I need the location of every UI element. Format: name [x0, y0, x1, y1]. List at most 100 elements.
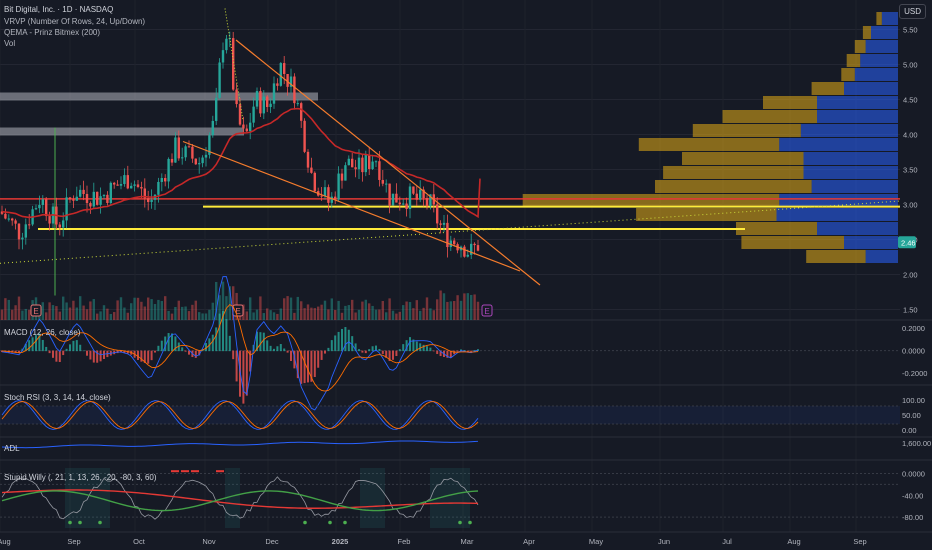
- pane-tick: -40.00: [902, 491, 923, 500]
- macd-histogram-bar: [300, 350, 303, 384]
- macd-histogram-bar: [354, 343, 357, 352]
- macd-histogram-bar: [327, 347, 330, 352]
- volume-bar: [374, 309, 378, 320]
- macd-histogram-bar: [177, 342, 180, 352]
- vrvp-up-bar: [860, 54, 898, 67]
- candle: [374, 161, 378, 163]
- macd-histogram-bar: [426, 346, 428, 352]
- pane-tick: 0.2000: [902, 324, 925, 333]
- volume-bar: [7, 299, 10, 320]
- candle: [371, 161, 374, 169]
- time-tick: Sep: [67, 537, 80, 546]
- macd-histogram-bar: [72, 340, 75, 352]
- volume-bar: [303, 308, 306, 320]
- candle: [28, 224, 31, 226]
- indicator-lines: [1, 107, 481, 219]
- macd-histogram-bar: [330, 340, 333, 352]
- macd-histogram-bar: [103, 350, 105, 359]
- vrvp-down-bar: [763, 96, 817, 109]
- macd-histogram-bar: [296, 350, 299, 379]
- macd-line: [1, 276, 479, 411]
- volume-bar: [228, 286, 231, 320]
- price-tick: 3.00: [903, 201, 918, 210]
- candle: [65, 197, 68, 221]
- macd-histogram-bar: [429, 347, 432, 352]
- candle: [470, 243, 473, 255]
- macd-histogram-bar: [385, 350, 388, 358]
- vrvp-down-bar: [854, 40, 866, 53]
- candle: [422, 189, 425, 198]
- candle: [310, 167, 313, 173]
- candle: [385, 183, 388, 185]
- volume-bar: [45, 312, 48, 320]
- candle: [211, 120, 214, 136]
- macd-histogram-bar: [215, 327, 218, 352]
- time-tick: Feb: [398, 537, 411, 546]
- candle: [419, 189, 422, 200]
- macd-histogram-bar: [45, 346, 48, 352]
- volume-bar: [245, 311, 248, 320]
- volume-bar: [422, 307, 425, 320]
- willy-dot: [303, 520, 307, 525]
- candle: [157, 181, 160, 195]
- volume-bar: [357, 309, 361, 320]
- legend-vol[interactable]: Vol: [4, 39, 16, 48]
- candle: [269, 103, 272, 107]
- volume-bar: [157, 299, 160, 320]
- currency-button[interactable]: USD: [899, 4, 926, 19]
- volume-bar: [72, 300, 75, 320]
- volume-bar: [79, 296, 82, 320]
- willy-zone: [430, 468, 470, 528]
- macd-histogram-bar: [466, 350, 469, 352]
- candle: [82, 189, 85, 194]
- macd-histogram-bar: [347, 329, 350, 352]
- macd-label[interactable]: MACD (12, 26, close): [4, 328, 81, 337]
- macd-histogram-bar: [58, 350, 61, 363]
- macd-histogram-bar: [432, 350, 435, 352]
- macd-histogram-bar: [198, 350, 201, 356]
- willy-dot: [343, 520, 347, 525]
- vrvp-up-bar: [800, 124, 898, 137]
- macd-histogram-bar: [422, 344, 425, 352]
- legend-qema[interactable]: QEMA - Prinz Bitmex (200): [4, 28, 101, 37]
- vrvp-up-bar: [817, 96, 898, 109]
- volume-bar: [82, 305, 85, 320]
- volume-bar: [289, 297, 293, 320]
- vrvp-up-bar: [865, 40, 898, 53]
- candle: [24, 224, 27, 238]
- macd-histogram-bar: [38, 333, 41, 352]
- candle: [286, 73, 289, 87]
- candle: [177, 137, 180, 159]
- macd-histogram-bar: [320, 350, 323, 360]
- stupid-willy-label[interactable]: Stupid Willy (, 21, 1, 13, 26, -20, -80,…: [4, 473, 157, 482]
- macd-histogram-bar: [395, 350, 398, 356]
- candle: [106, 194, 109, 203]
- adl-label[interactable]: ADL: [4, 444, 20, 453]
- volume-bar: [116, 300, 119, 320]
- candle: [123, 175, 126, 184]
- macd-histogram-bar: [92, 350, 95, 363]
- macd-histogram-bar: [65, 348, 68, 352]
- legend-vrvp[interactable]: VRVP (Number Of Rows, 24, Up/Down): [4, 17, 146, 26]
- time-tick: 2025: [332, 537, 349, 546]
- vrvp-down-bar: [811, 82, 844, 95]
- volume-bar: [208, 309, 211, 320]
- volume-bar: [181, 306, 184, 320]
- volume-bar: [198, 312, 201, 320]
- candle: [425, 197, 429, 207]
- vrvp-up-bar: [871, 26, 898, 39]
- last-price-badge: [898, 236, 916, 249]
- volume-bar: [136, 297, 140, 320]
- macd-histogram-bar: [245, 350, 248, 396]
- volume-bar: [133, 297, 136, 320]
- candle: [344, 165, 347, 181]
- candle: [133, 184, 136, 186]
- macd-histogram-bar: [96, 350, 99, 363]
- volume-bar: [221, 281, 225, 320]
- vrvp-up-bar: [844, 236, 898, 249]
- candle: [262, 96, 265, 114]
- stoch-rsi-label[interactable]: Stoch RSI (3, 3, 14, 14, close): [4, 393, 111, 402]
- volume-bar: [167, 310, 170, 320]
